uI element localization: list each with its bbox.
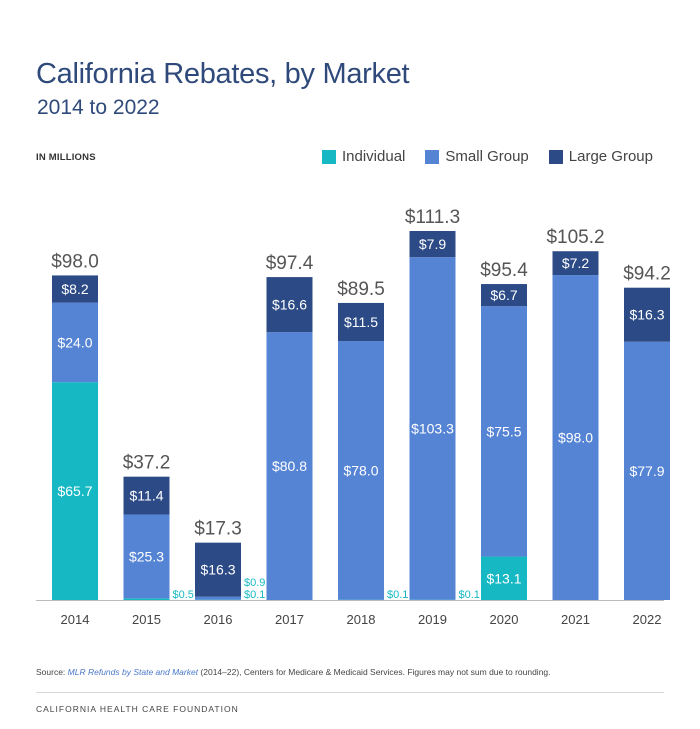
bar-segment-small-group-2015 (123, 514, 170, 599)
x-tick-label-2020: 2020 (490, 612, 519, 627)
legend-item-small-group: Small Group (425, 148, 529, 165)
segment-label-large-group-2019: $7.9 (419, 236, 446, 252)
x-tick-label-2018: 2018 (347, 612, 376, 627)
segment-label-individual-2019: $0.1 (459, 589, 480, 601)
x-tick-label-2014: 2014 (61, 612, 90, 627)
bar-segment-small-group-2021 (552, 275, 599, 600)
total-label-2015: $37.2 (123, 453, 171, 474)
segment-label-small-group-2017: $80.8 (272, 458, 307, 474)
segment-label-small-group-2016: $0.9 (244, 577, 265, 589)
segment-label-large-group-2021: $7.2 (562, 255, 589, 271)
segment-label-small-group-2018: $78.0 (343, 462, 378, 478)
segment-label-large-group-2022: $16.3 (629, 307, 664, 323)
bar-segment-large-group-2022 (624, 287, 670, 342)
segment-label-small-group-2019: $103.3 (411, 420, 454, 436)
units-label: IN MILLIONS (36, 152, 96, 163)
total-label-2022: $94.2 (623, 264, 671, 285)
bar-segment-large-group-2019 (409, 231, 456, 258)
segment-label-large-group-2017: $16.6 (272, 297, 307, 313)
total-label-2014: $98.0 (51, 251, 99, 272)
bar-segment-large-group-2018 (338, 302, 384, 342)
segment-label-large-group-2018: $11.5 (344, 314, 378, 330)
footer-organization: CALIFORNIA HEALTH CARE FOUNDATION (36, 704, 239, 714)
segment-label-small-group-2015: $25.3 (129, 548, 164, 564)
bar-segment-small-group-2018 (338, 341, 384, 600)
legend-label-individual: Individual (342, 148, 406, 165)
source-prefix: Source: (36, 667, 68, 677)
x-tick-label-2019: 2019 (418, 612, 447, 627)
legend-label-large-group: Large Group (568, 148, 653, 165)
legend-item-individual: Individual (322, 148, 405, 165)
total-label-2019: $111.3 (405, 207, 460, 228)
bar-segment-small-group-2022 (624, 341, 670, 600)
bar-segment-individual-2020 (481, 556, 527, 600)
segment-label-large-group-2015: $11.4 (130, 488, 164, 504)
x-tick-label-2016: 2016 (204, 612, 233, 627)
x-tick-label-2015: 2015 (132, 612, 161, 627)
segment-label-small-group-2020: $75.5 (486, 423, 521, 439)
x-tick-label-2022: 2022 (633, 612, 662, 627)
segment-label-individual-2020: $13.1 (486, 570, 521, 586)
total-label-2018: $89.5 (337, 279, 385, 300)
x-tick-label-2021: 2021 (561, 612, 590, 627)
bar-segment-small-group-2016 (195, 596, 241, 600)
bar-segment-small-group-2017 (266, 332, 313, 600)
segment-label-individual-2015: $0.5 (173, 589, 194, 601)
bar-segment-large-group-2017 (266, 277, 313, 333)
bar-segment-large-group-2021 (552, 251, 599, 276)
bar-segment-large-group-2020 (481, 284, 527, 307)
segment-label-large-group-2016: $16.3 (200, 562, 235, 578)
bar-segment-small-group-2019 (409, 257, 456, 600)
bar-segment-large-group-2015 (123, 476, 170, 515)
bar-segment-individual-2015 (123, 598, 170, 600)
legend-label-small-group: Small Group (445, 148, 529, 165)
chart-title: California Rebates, by Market (36, 58, 410, 90)
segment-label-large-group-2014: $8.2 (61, 281, 88, 297)
x-tick-label-2017: 2017 (275, 612, 304, 627)
total-label-2021: $105.2 (546, 227, 604, 248)
segment-label-individual-2016: $0.1 (244, 589, 265, 601)
bar-segment-large-group-2014 (52, 275, 98, 303)
bar-segment-small-group-2020 (481, 306, 527, 557)
source-suffix: (2014–22), Centers for Medicare & Medica… (198, 667, 551, 677)
segment-label-small-group-2021: $98.0 (558, 430, 593, 446)
bar-segment-individual-2014 (52, 382, 98, 600)
legend: Individual Small Group Large Group (322, 148, 673, 165)
segment-label-small-group-2014: $24.0 (57, 334, 92, 350)
segment-label-individual-2014: $65.7 (57, 483, 92, 499)
legend-swatch-small-group (425, 149, 440, 164)
legend-item-large-group: Large Group (548, 148, 653, 165)
source-note: Source: MLR Refunds by State and Market … (36, 667, 551, 677)
footer-divider (36, 692, 664, 693)
bar-segment-small-group-2014 (52, 302, 98, 383)
total-label-2020: $95.4 (480, 260, 528, 281)
segment-label-individual-2018: $0.1 (387, 589, 408, 601)
legend-swatch-large-group (548, 149, 563, 164)
bar-segment-large-group-2016 (195, 542, 241, 597)
legend-swatch-individual (322, 149, 336, 164)
total-label-2017: $97.4 (266, 253, 314, 274)
total-label-2016: $17.3 (194, 519, 242, 540)
source-citation: MLR Refunds by State and Market (67, 667, 199, 677)
segment-label-small-group-2022: $77.9 (629, 463, 664, 479)
segment-label-large-group-2020: $6.7 (490, 287, 517, 303)
chart-subtitle: 2014 to 2022 (37, 96, 160, 119)
